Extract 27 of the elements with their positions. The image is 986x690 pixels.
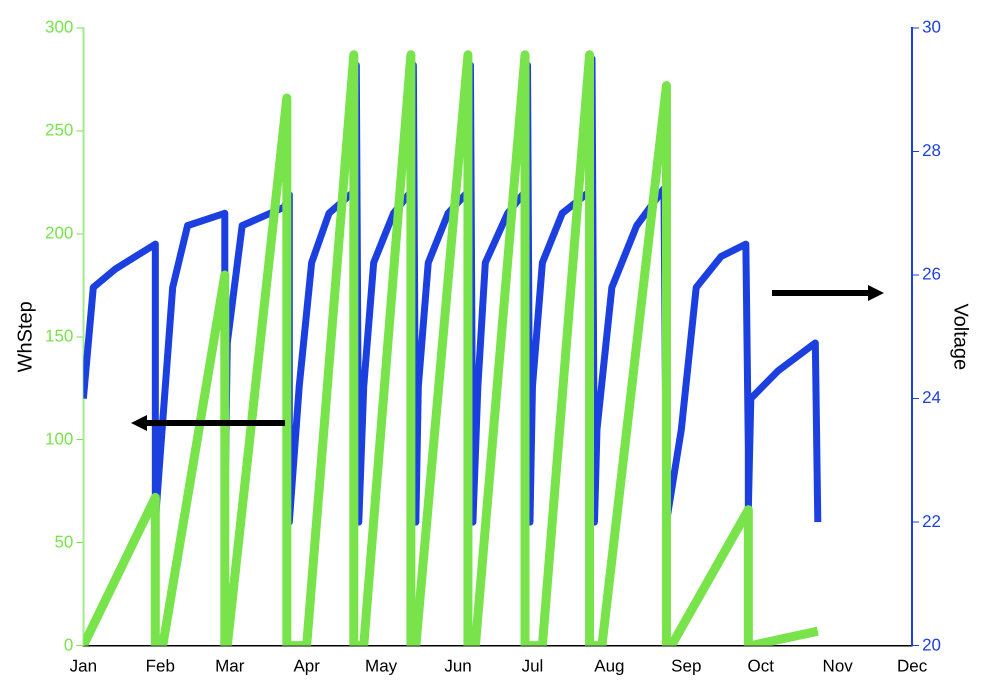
x-tick-label: Sep — [671, 656, 702, 676]
y2-axis-title: Voltage — [949, 303, 972, 370]
x-tick-label: Mar — [215, 656, 245, 676]
y-tick-label: 300 — [44, 18, 74, 37]
x-tick-label: Aug — [594, 656, 625, 676]
y-tick-label: 250 — [44, 120, 74, 140]
y-axis-title: WhStep — [14, 301, 37, 372]
y2-tick-label: 22 — [922, 512, 942, 531]
y2-tick-label: 26 — [922, 264, 942, 284]
x-tick-label: Dec — [896, 656, 928, 676]
x-tick-label: Jan — [70, 656, 98, 676]
y-tick-label: 200 — [44, 224, 74, 243]
y-tick-label: 100 — [44, 429, 74, 448]
x-tick-label: Jun — [444, 656, 472, 676]
y2-tick-label: 28 — [922, 141, 942, 160]
y-tick-label: 150 — [44, 326, 74, 346]
y-tick-label: 0 — [64, 635, 74, 654]
y2-tick-label: 30 — [922, 18, 942, 37]
y2-tick-label: 20 — [922, 635, 942, 654]
x-tick-label: Nov — [822, 656, 854, 676]
y2-tick-label: 24 — [922, 388, 942, 408]
x-tick-label: Apr — [293, 656, 320, 676]
x-tick-label: Oct — [748, 656, 774, 676]
y-tick-label: 50 — [54, 532, 74, 552]
x-tick-label: May — [365, 656, 398, 676]
x-tick-label: Jul — [522, 656, 544, 676]
x-tick-label: Feb — [146, 656, 175, 676]
